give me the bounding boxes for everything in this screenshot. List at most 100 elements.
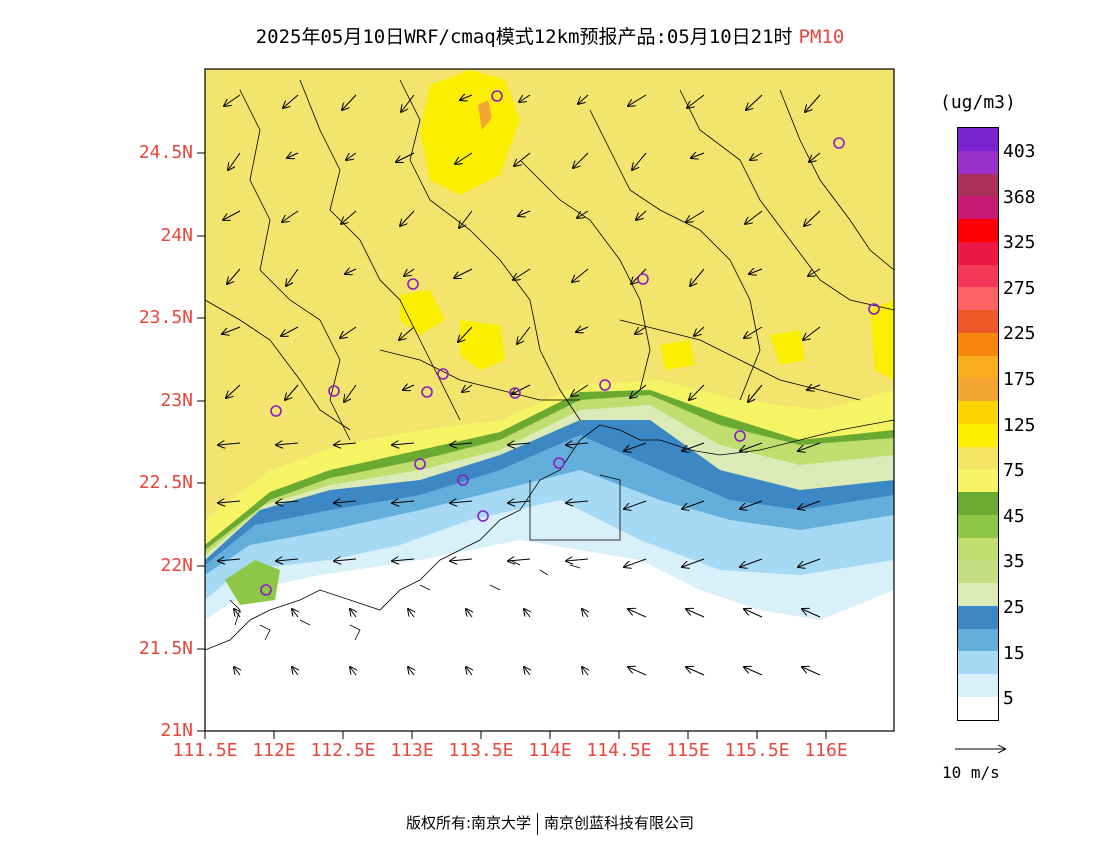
station-marker: [457, 474, 469, 486]
wind-arrow: [462, 384, 473, 392]
wind-arrow: [276, 501, 299, 503]
wind-arrow: [740, 442, 763, 451]
wind-arrow: [746, 94, 763, 110]
wind-arrow: [512, 384, 531, 394]
legend-swatch: [958, 378, 998, 401]
lat-label: 23N: [160, 390, 193, 411]
wind-arrow: [514, 152, 531, 166]
wind-arrow: [750, 152, 763, 160]
wind-arrow: [226, 384, 241, 398]
wind-arrow: [283, 94, 299, 108]
wind-arrow: [513, 268, 531, 280]
wind-arrow: [577, 210, 589, 218]
lon-label: 113E: [390, 740, 434, 761]
lon-label: 113.5E: [448, 740, 514, 761]
wind-arrow: [628, 609, 647, 618]
legend-tick-label: 125: [1003, 414, 1036, 436]
wind-arrow: [687, 94, 705, 108]
station-marker: [328, 385, 340, 397]
wind-arrow: [342, 94, 357, 110]
station-marker: [509, 387, 521, 399]
lon-label: 115E: [666, 740, 710, 761]
wind-arrow: [744, 326, 763, 338]
legend-swatch: [958, 560, 998, 583]
wind-arrow: [508, 443, 531, 445]
legend-swatch: [958, 287, 998, 310]
wind-arrow: [635, 326, 647, 334]
legend-tick-label: 25: [1003, 597, 1025, 618]
wind-arrow: [281, 326, 299, 336]
wind-arrow: [450, 501, 473, 503]
wind-arrow: [286, 268, 299, 286]
wind-arrow: [798, 558, 821, 567]
legend-swatch: [958, 674, 998, 697]
wind-arrow: [450, 443, 473, 445]
lat-label: 21N: [160, 720, 193, 741]
legend-tick-label: 75: [1003, 460, 1025, 482]
lon-label: 116E: [804, 740, 848, 761]
wind-arrow: [571, 384, 589, 396]
wind-arrow: [624, 500, 647, 509]
wind-arrow: [466, 667, 472, 676]
wind-arrow: [224, 94, 241, 106]
wind-arrow: [682, 558, 705, 567]
wind-arrow: [292, 667, 298, 676]
lat-label: 21.5N: [138, 638, 193, 659]
legend-swatch: [958, 651, 998, 674]
wind-arrow: [396, 152, 415, 162]
wind-arrow: [740, 500, 763, 509]
wind-arrow: [686, 667, 705, 676]
orange-patch: [478, 100, 492, 130]
wind-arrow: [566, 501, 589, 503]
wind-arrow: [392, 501, 415, 503]
wind-arrow: [744, 609, 763, 618]
high-conc-patch: [400, 290, 445, 335]
wind-arrow: [399, 326, 415, 340]
legend-tick-label: 275: [1003, 277, 1036, 299]
legend-swatch: [958, 423, 998, 447]
wind-vectors: [218, 94, 821, 676]
legend-swatch: [958, 264, 998, 288]
wind-arrow: [745, 210, 763, 224]
wind-arrow: [573, 152, 589, 168]
wind-arrow: [340, 326, 357, 338]
wind-arrow: [749, 269, 763, 274]
high-conc-patch: [770, 330, 805, 365]
copyright-right: 南京创蓝科技有限公司: [544, 814, 695, 832]
high-conc-patch: [660, 340, 695, 370]
lat-label: 22.5N: [138, 472, 193, 493]
wind-arrow: [566, 559, 589, 561]
legend-swatch: [958, 196, 998, 219]
wind-arrow: [222, 326, 241, 334]
legend-tick-label: 45: [1003, 505, 1025, 527]
wind-arrow: [798, 442, 821, 451]
wind-arrow: [408, 609, 414, 618]
wind-arrow: [403, 385, 415, 390]
wind-arrow: [227, 268, 241, 284]
wind-arrow: [450, 559, 473, 561]
wind-arrow: [632, 152, 647, 170]
station-marker: [270, 405, 282, 417]
title-main: 2025年05月10日WRF/cmaq模式12km预报产品:05月10日21时: [255, 26, 793, 48]
wind-arrow: [218, 559, 241, 561]
legend-swatch: [958, 241, 998, 265]
lon-label: 112E: [252, 740, 296, 761]
wind-arrow: [223, 210, 241, 220]
wind-arrow: [572, 268, 589, 282]
wind-arrow: [287, 153, 299, 158]
wind-arrow: [630, 384, 647, 398]
wind-arrow: [798, 500, 821, 509]
legend-swatch: [958, 355, 998, 379]
title-variable: PM10: [798, 26, 845, 48]
lon-label: 111.5E: [172, 740, 238, 761]
province-borders: [205, 79, 894, 541]
wind-arrow: [344, 384, 357, 402]
wind-arrow: [334, 559, 357, 561]
legend-tick-label: 35: [1003, 551, 1025, 573]
wind-arrow: [350, 609, 356, 618]
wind-arrow: [455, 152, 473, 164]
wind-arrow: [524, 609, 530, 618]
wind-arrow: [460, 95, 473, 100]
wind-arrow: [519, 94, 531, 102]
legend-tick-label: 403: [1003, 141, 1036, 162]
